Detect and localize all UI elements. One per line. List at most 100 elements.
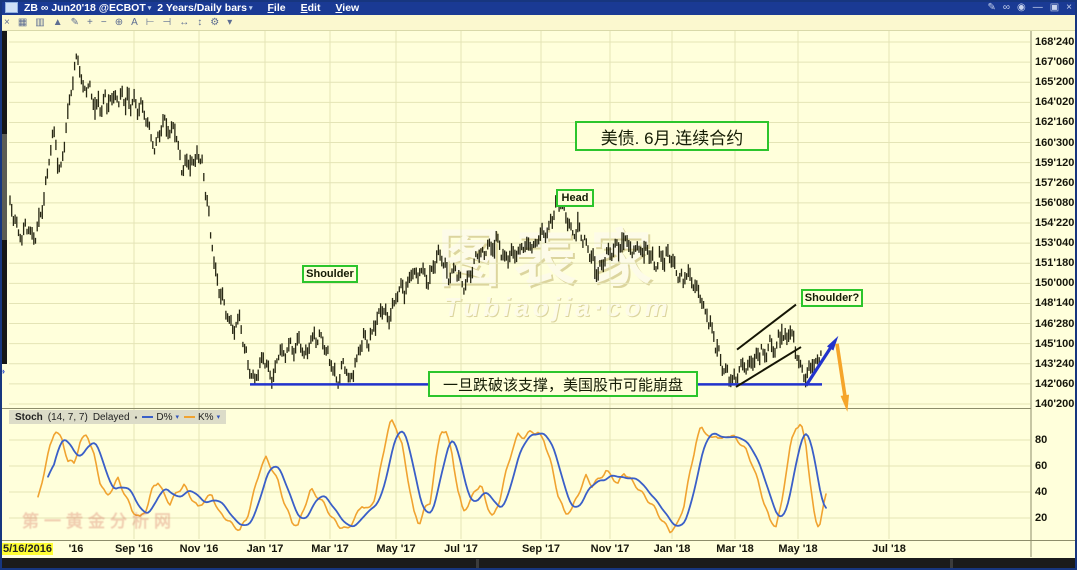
marker-left-icon[interactable]: ⊢ <box>145 17 155 28</box>
menu-file[interactable]: File <box>267 1 286 14</box>
date-axis-label: Nov '16 <box>179 543 219 555</box>
symbol-selector[interactable]: ZB ∞ Jun20'18 @ECBOT ▾ <box>24 2 151 14</box>
continuous-link-icon[interactable]: ∞ <box>1002 1 1010 13</box>
symbol-label: ZB ∞ Jun20'18 @ECBOT <box>24 1 146 14</box>
price-axis-label: 150'000 <box>1035 277 1075 290</box>
first-date-highlight: 5/16/2016 <box>2 543 53 555</box>
price-axis-label: 154'220 <box>1035 216 1075 229</box>
date-axis-label: May '17 <box>376 543 416 555</box>
stoch-scale-label: 60 <box>1035 460 1048 472</box>
expand-h-icon[interactable]: ↔ <box>179 17 190 28</box>
crosshair-icon[interactable]: ⊕ <box>114 17 124 28</box>
price-axis-label: 159'120 <box>1035 156 1075 169</box>
price-axis-label: 168'240 <box>1035 36 1075 48</box>
app-icon <box>5 2 18 13</box>
price-axis-label: 153'040 <box>1035 237 1075 250</box>
date-axis-label: Jan '17 <box>246 543 284 555</box>
annotation-icon[interactable]: A <box>131 17 138 28</box>
close-icon[interactable]: × <box>1066 1 1072 13</box>
watermark-tubiaojia-en: Tubiaojia·com <box>444 292 672 322</box>
toolbar: × ▦ ▥ ▲ ✎ + − ⊕ A ⊢ ⊣ ↔ ↕ ⚙ ▾ <box>0 15 1077 31</box>
price-axis-label: 167'060 <box>1035 56 1075 69</box>
date-axis-label: Jul '18 <box>872 543 906 555</box>
k-line-swatch <box>184 416 195 418</box>
stoch-header: Stoch (14, 7, 7) Delayed ▪ D% ▾ K% ▾ <box>9 410 227 424</box>
date-axis-label: Mar '18 <box>716 543 754 555</box>
legend-k-label: K% <box>198 411 214 423</box>
legend-k-percent[interactable]: K% ▾ <box>184 412 220 423</box>
stoch-scale-label: 20 <box>1035 512 1048 524</box>
chart-window-icon[interactable]: ▦ <box>17 17 28 28</box>
titlebar-controls: ✎ ∞ ◉ — ▣ × <box>987 1 1072 13</box>
stoch-scale-label: 80 <box>1035 434 1048 446</box>
marker-right-icon[interactable]: ⊣ <box>162 17 172 28</box>
price-axis-label: 164'020 <box>1035 96 1075 109</box>
scrollbar-segment[interactable] <box>0 30 7 134</box>
price-axis-label: 162'160 <box>1035 116 1075 129</box>
chevron-down-icon: ▾ <box>175 414 179 421</box>
draw-tool-icon[interactable]: ✎ <box>70 17 80 28</box>
scrollbar-divider <box>950 559 953 569</box>
horizontal-scrollbar[interactable] <box>0 558 1077 570</box>
annotation-support-note[interactable]: 一旦跌破该支撑，美国股市可能崩盘 <box>428 371 698 397</box>
price-axis-label: 140'200 <box>1035 397 1075 410</box>
scrollbar-thumb[interactable] <box>0 134 7 240</box>
date-axis-label: Jul '17 <box>444 543 478 555</box>
chevron-down-icon: ▾ <box>216 414 221 421</box>
menu-view[interactable]: View <box>335 1 360 14</box>
close-panel-icon[interactable]: × <box>4 17 10 28</box>
period-label: 2 Years/Daily bars <box>157 1 247 14</box>
price-axis-label: 143'240 <box>1035 357 1075 370</box>
stoch-scale-label: 40 <box>1035 486 1048 498</box>
menu-edit[interactable]: Edit <box>300 1 321 14</box>
price-axis-label: 142'060 <box>1035 377 1075 390</box>
watermark-tubiaojia-cn: 图表家 <box>438 225 667 294</box>
stoch-menu-icon[interactable]: ▪ <box>134 412 138 422</box>
date-axis-label: Sep '17 <box>521 543 561 555</box>
price-axis-label: 148'140 <box>1035 297 1075 310</box>
date-axis-label: Nov '17 <box>590 543 630 555</box>
collapse-arrow-icon[interactable]: » <box>0 366 6 376</box>
legend-d-label: D% <box>156 411 173 423</box>
annotation-head[interactable]: Head <box>556 189 594 207</box>
price-axis-label: 146'280 <box>1035 317 1075 330</box>
chevron-down-icon: ▾ <box>147 4 152 12</box>
price-axis-label: 151'180 <box>1035 257 1075 270</box>
price-axis-label: 145'100 <box>1035 337 1075 350</box>
date-axis-label: Mar '17 <box>311 543 349 555</box>
stoch-params: (14, 7, 7) <box>47 411 88 423</box>
minimize-icon[interactable]: — <box>1032 1 1043 13</box>
zoom-in-icon[interactable]: + <box>87 17 93 28</box>
annotation-shoulder-left[interactable]: Shoulder <box>302 265 358 283</box>
area-style-icon[interactable]: ▲ <box>52 17 63 28</box>
date-axis-label: '16 <box>68 543 84 555</box>
draw-icon[interactable]: ✎ <box>987 1 996 13</box>
titlebar: ZB ∞ Jun20'18 @ECBOT ▾ 2 Years/Daily bar… <box>0 0 1077 15</box>
d-line-swatch <box>142 416 154 418</box>
maximize-icon[interactable]: ▣ <box>1049 1 1060 13</box>
scrollbar-segment[interactable] <box>0 240 7 364</box>
date-axis-label: Sep '16 <box>114 543 154 555</box>
watermark-red-corner: 第一黄金分析网 <box>22 512 176 531</box>
date-axis-label: Jan '18 <box>653 543 691 555</box>
price-axis-label: 156'080 <box>1035 196 1075 209</box>
chevron-down-icon: ▾ <box>248 4 253 12</box>
price-axis-label: 157'260 <box>1035 176 1075 189</box>
period-selector[interactable]: 2 Years/Daily bars ▾ <box>157 2 252 14</box>
annotation-shoulder-right[interactable]: Shoulder? <box>801 289 863 307</box>
stoch-delayed-label: Delayed <box>92 411 130 423</box>
dropdown-icon[interactable]: ▾ <box>227 17 233 28</box>
date-axis-label: May '18 <box>778 543 818 555</box>
scrollbar-divider <box>476 559 479 569</box>
stoch-title: Stoch <box>15 411 43 423</box>
bar-style-icon[interactable]: ▥ <box>35 17 45 28</box>
left-scrollbar[interactable]: » <box>0 30 7 408</box>
price-axis-label: 165'200 <box>1035 76 1075 89</box>
annotation-contract[interactable]: 美债. 6月.连续合约 <box>575 121 769 151</box>
legend-d-percent[interactable]: D% ▾ <box>142 412 179 423</box>
pin-icon[interactable]: ◉ <box>1016 1 1026 13</box>
zoom-out-icon[interactable]: − <box>100 17 107 28</box>
gear-icon[interactable]: ⚙ <box>210 17 220 28</box>
expand-v-icon[interactable]: ↕ <box>197 17 203 28</box>
